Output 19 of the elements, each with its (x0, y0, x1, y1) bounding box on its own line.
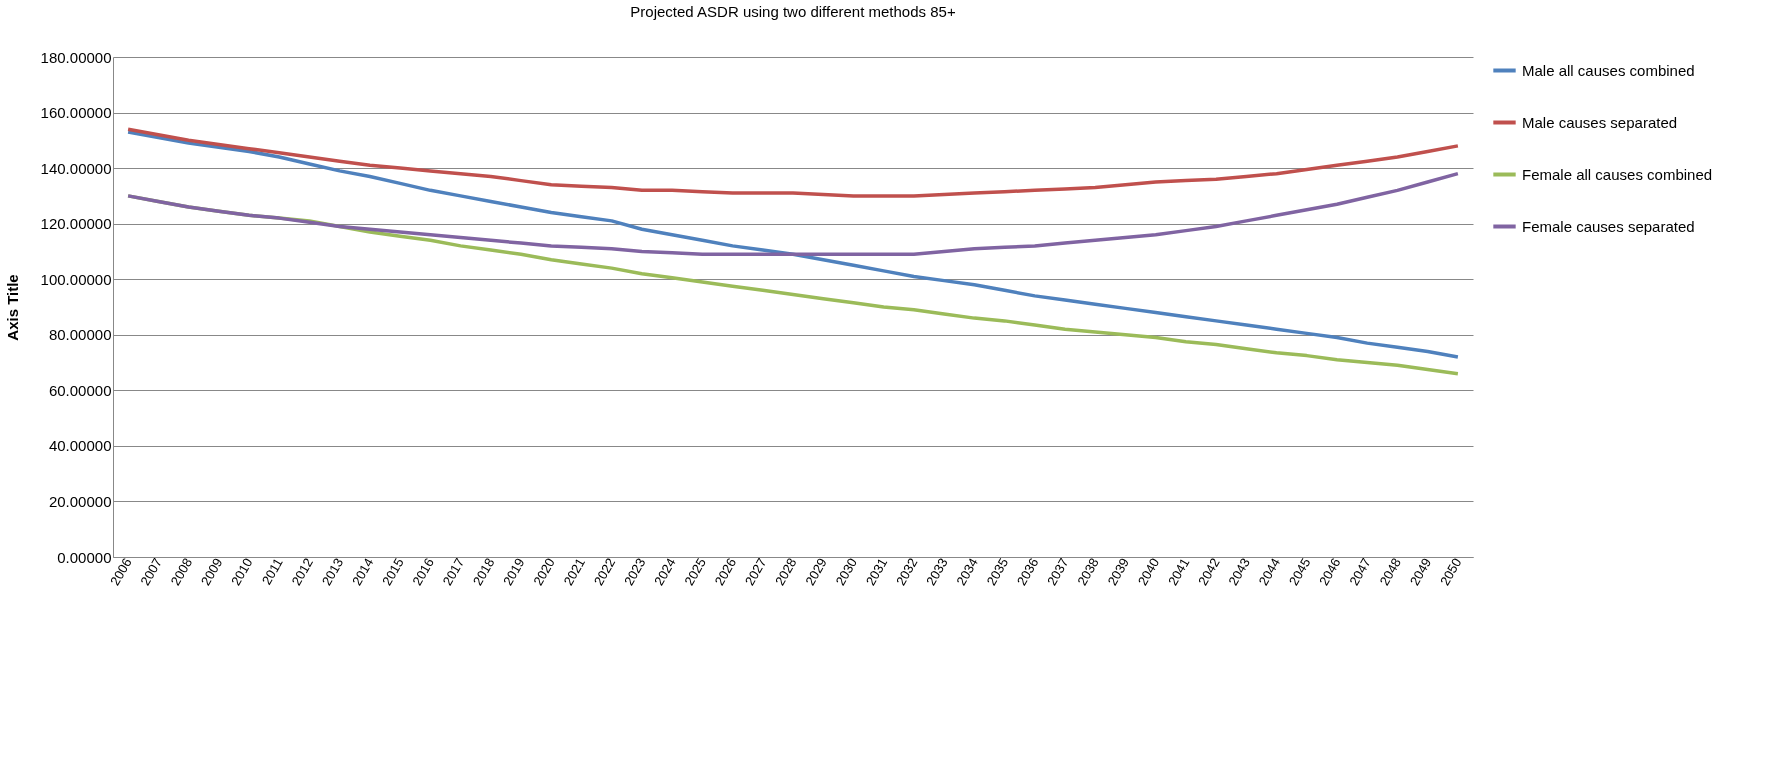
y-tick-label: 20.00000 (48, 492, 112, 510)
line-series (126, 130, 1460, 359)
chart-title: Projected ASDR using two different methods 85+ (630, 3, 956, 20)
line-series (126, 171, 1460, 256)
y-tick-label: 100.00000 (40, 270, 112, 288)
y-tick-label: 40.00000 (48, 437, 112, 455)
legend-label: Female all causes combined (1522, 165, 1713, 183)
y-axis-title: Axis Title (3, 274, 21, 341)
line-series (126, 127, 1460, 198)
y-tick-label: 160.00000 (40, 104, 112, 122)
legend-label: Male all causes combined (1522, 61, 1695, 79)
y-tick-label: 80.00000 (48, 326, 112, 344)
y-tick-label: 140.00000 (40, 159, 112, 177)
y-tick-label: 0.00000 (57, 548, 112, 566)
legend-label: Male causes separated (1522, 113, 1678, 131)
y-tick-label: 180.00000 (40, 48, 112, 66)
legend-label: Female causes separated (1522, 217, 1695, 235)
y-tick-label: 60.00000 (48, 381, 112, 399)
y-tick-label: 120.00000 (40, 215, 112, 233)
